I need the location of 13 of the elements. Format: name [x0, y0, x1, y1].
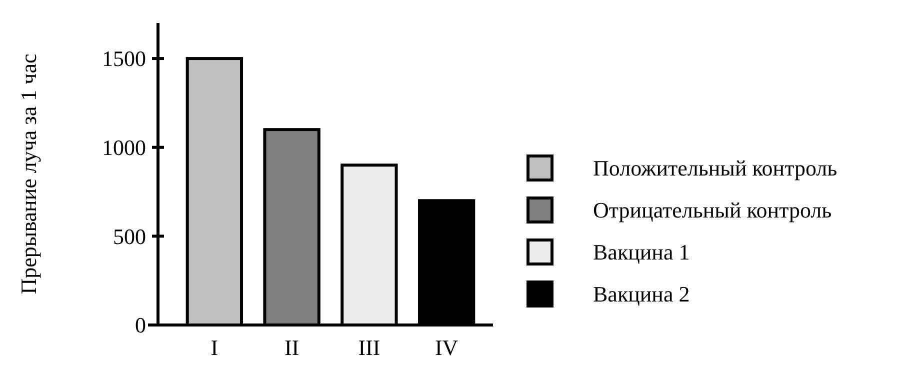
x-tick-label: II — [284, 335, 300, 360]
legend-label: Вакцина 2 — [593, 282, 690, 307]
y-axis-title: Прерывание луча за 1 час — [16, 54, 41, 294]
y-tick-label: 500 — [113, 224, 146, 249]
x-tick-label: IV — [434, 335, 458, 360]
legend-label: Положительный контроль — [593, 156, 838, 181]
legend-label: Вакцина 1 — [593, 240, 690, 265]
legend-label: Отрицательный контроль — [593, 198, 832, 223]
y-tick-label: 1500 — [102, 46, 146, 72]
x-tick-label: III — [358, 335, 380, 360]
y-tick-label: 0 — [135, 312, 146, 338]
x-tick-label: I — [210, 335, 218, 360]
y-tick-label: 1000 — [102, 135, 146, 160]
